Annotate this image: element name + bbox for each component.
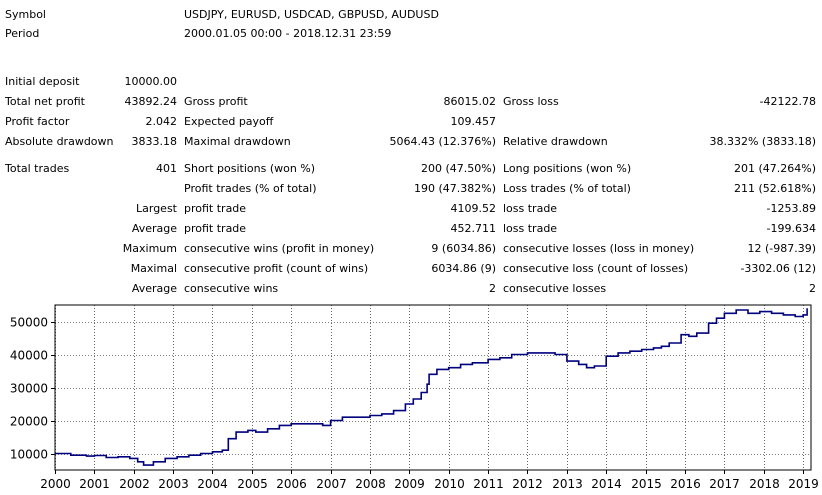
trade-row-value: 9 (6034.86) [431, 242, 496, 255]
initial-deposit-value: 10000.00 [124, 75, 178, 88]
trade-row-prefix: Maximal [130, 262, 177, 275]
trade-row-prefix: Largest [136, 202, 177, 215]
y-tick-label: 10000 [10, 448, 48, 462]
absolute-drawdown-value: 3833.18 [131, 135, 178, 148]
absolute-drawdown-label: Absolute drawdown [5, 135, 114, 148]
short-positions-value: 200 (47.50%) [420, 162, 496, 175]
x-tick-label: 2006 [276, 477, 307, 491]
trade-row-label2: consecutive losses (loss in money) [503, 242, 695, 255]
trade-row-value: 6034.86 (9) [431, 262, 496, 275]
maximal-drawdown-value: 5064.43 (12.376%) [389, 135, 496, 148]
x-tick-label: 2013 [552, 477, 583, 491]
relative-drawdown-label: Relative drawdown [503, 135, 608, 148]
plot-frame [54, 304, 812, 471]
y-tick-label: 20000 [10, 415, 48, 429]
long-positions-label: Long positions (won %) [503, 162, 632, 175]
profit-factor-label: Profit factor [5, 115, 70, 128]
x-tick-label: 2016 [670, 477, 701, 491]
x-tick-label: 2007 [316, 477, 347, 491]
x-tick-label: 2010 [434, 477, 465, 491]
trade-row-prefix: Maximum [122, 242, 177, 255]
balance-chart: 10000 20000 30000 40000 50000 2000 2001 2002 200… [10, 304, 819, 491]
symbol-label: Symbol [5, 8, 46, 21]
trade-row-label: profit trade [184, 202, 247, 215]
trade-row-label2: loss trade [503, 222, 558, 235]
period-label: Period [5, 27, 40, 40]
x-tick-label: 2017 [709, 477, 740, 491]
x-tick-label: 2003 [158, 477, 189, 491]
expected-payoff-label: Expected payoff [184, 115, 274, 128]
x-tick-label: 2018 [749, 477, 780, 491]
trade-row-label: profit trade [184, 222, 247, 235]
trade-row-prefix: Average [131, 222, 177, 235]
trade-row-label: consecutive wins (profit in money) [184, 242, 375, 255]
x-tick-label: 2005 [237, 477, 268, 491]
x-tick-label: 2001 [79, 477, 110, 491]
x-tick-label: 2008 [355, 477, 386, 491]
x-tick-label: 2004 [197, 477, 228, 491]
relative-drawdown-value: 38.332% (3833.18) [709, 135, 816, 148]
trade-row-value2: -1253.89 [766, 202, 816, 215]
gross-profit-label: Gross profit [184, 95, 248, 108]
total-trades-value: 401 [156, 162, 177, 175]
x-tick-label: 2015 [631, 477, 662, 491]
trade-row-prefix: Average [131, 282, 177, 295]
period-value: 2000.01.05 00:00 - 2018.12.31 23:59 [184, 27, 392, 40]
initial-deposit-label: Initial deposit [5, 75, 80, 88]
expected-payoff-value: 109.457 [450, 115, 497, 128]
symbol-value: USDJPY, EURUSD, USDCAD, GBPUSD, AUDUSD [184, 8, 439, 21]
x-tick-label: 2019 [788, 477, 819, 491]
gross-loss-label: Gross loss [503, 95, 559, 108]
x-tick-label: 2009 [394, 477, 425, 491]
short-positions-label: Short positions (won %) [184, 162, 316, 175]
trade-row-value2: -199.634 [766, 222, 816, 235]
x-tick-label: 2014 [591, 477, 622, 491]
trade-row-label: consecutive profit (count of wins) [184, 262, 369, 275]
trade-row-label2: consecutive losses [503, 282, 607, 295]
trade-row-value2: 2 [809, 282, 816, 295]
profit-trades-value: 190 (47.382%) [413, 182, 496, 195]
loss-trades-value: 211 (52.618%) [733, 182, 816, 195]
y-tick-label: 30000 [10, 382, 48, 396]
x-tick-label: 2002 [119, 477, 150, 491]
y-tick-label: 40000 [10, 349, 48, 363]
trade-row-value: 4109.52 [450, 202, 497, 215]
trade-row-label2: consecutive loss (count of losses) [503, 262, 689, 275]
gross-profit-value: 86015.02 [443, 95, 497, 108]
loss-trades-label: Loss trades (% of total) [503, 182, 631, 195]
x-tick-label: 2000 [40, 477, 71, 491]
maximal-drawdown-label: Maximal drawdown [184, 135, 291, 148]
x-tick-label: 2011 [473, 477, 504, 491]
trade-row-value2: 12 (-987.39) [747, 242, 816, 255]
trade-row-label: consecutive wins [184, 282, 279, 295]
trade-row-value: 452.711 [450, 222, 497, 235]
profit-factor-value: 2.042 [145, 115, 178, 128]
trade-row-label2: loss trade [503, 202, 558, 215]
total-net-profit-label: Total net profit [5, 95, 85, 108]
total-net-profit-value: 43892.24 [124, 95, 178, 108]
total-trades-label: Total trades [5, 162, 70, 175]
trade-row-value2: -3302.06 (12) [740, 262, 816, 275]
y-tick-label: 50000 [10, 316, 48, 330]
trade-row-value: 2 [489, 282, 496, 295]
gross-loss-value: -42122.78 [759, 95, 816, 108]
long-positions-value: 201 (47.264%) [733, 162, 816, 175]
balance-line [55, 308, 808, 466]
profit-trades-label: Profit trades (% of total) [184, 182, 317, 195]
x-tick-label: 2012 [512, 477, 543, 491]
